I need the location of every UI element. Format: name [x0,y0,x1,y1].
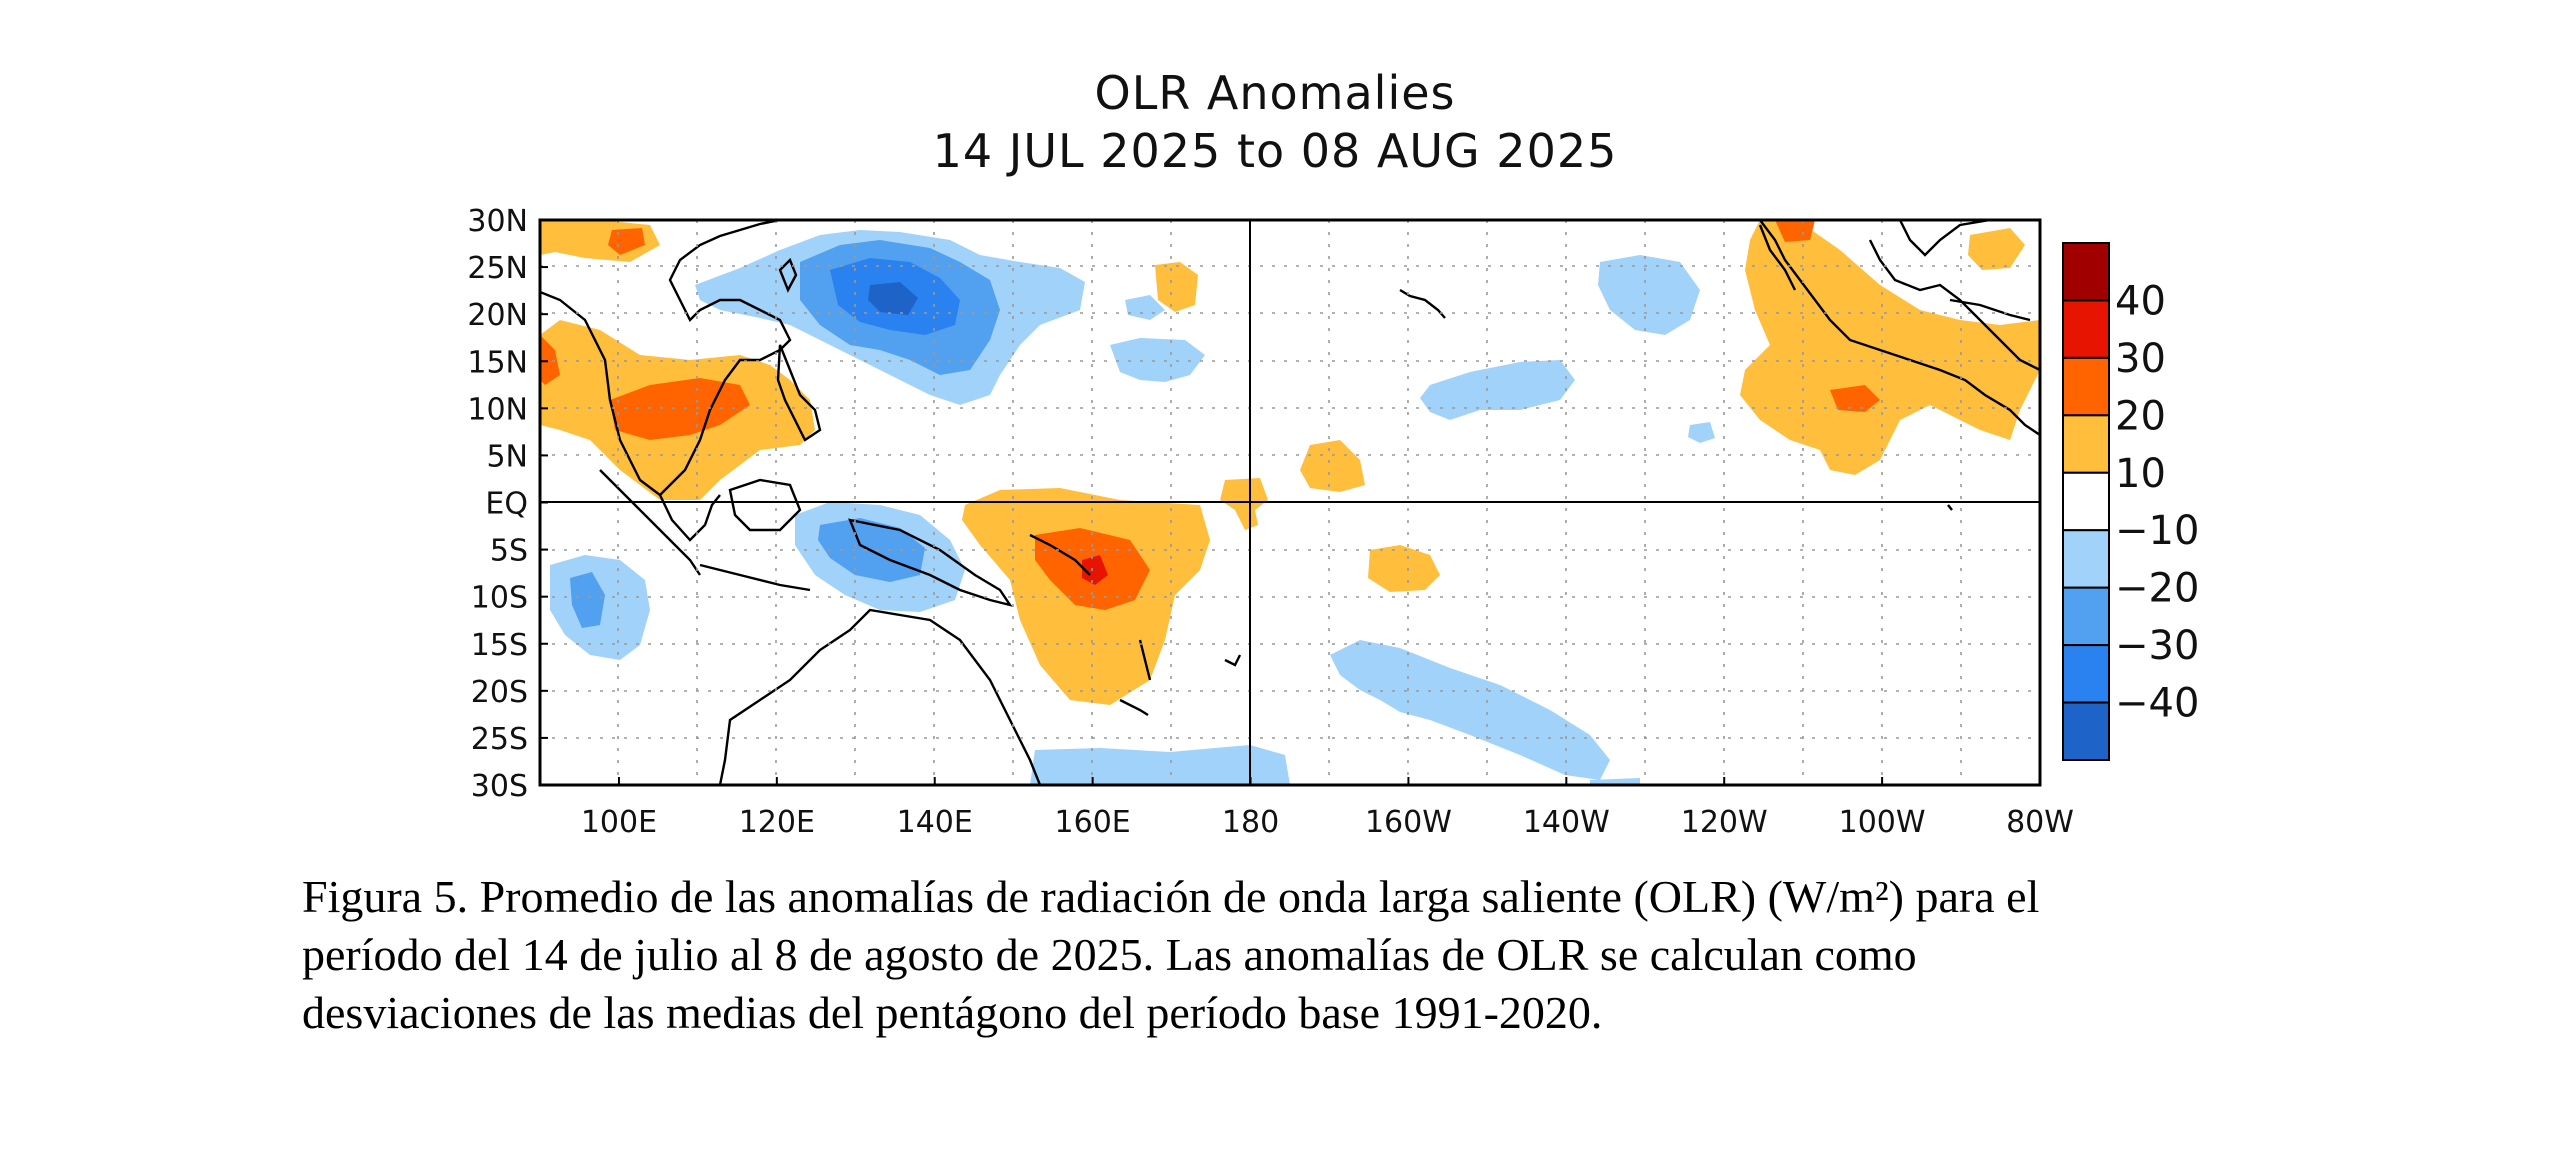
map-title-line1: OLR Anomalies [1094,66,1456,120]
colorbar-label: 10 [2115,451,2166,497]
coastline-java [699,563,811,592]
caption-line3: desviaciones de las medias del pentágono… [302,987,1603,1038]
neg-anomaly-central-north [1420,360,1575,420]
colorbar-label: −20 [2115,566,2199,612]
coastline-borneo [728,478,802,532]
lat-tick-label: 5S [490,534,528,569]
neg-anomaly-south-pacific [1330,640,1610,780]
latitude-labels: 30N 25N 20N 15N 10N 5N EQ 5S 10S 15S 20S 25S 30S [467,204,548,804]
neg-anomaly-135w-small [1688,422,1715,443]
colorbar-bin [2062,644,2110,704]
graticule [540,220,2040,785]
lat-tick-label: 30S [471,769,528,804]
colorbar-bin [2062,299,2110,359]
coastline-baja [1758,224,1797,291]
anomaly-fields [540,220,2040,785]
coastline-fiji [1224,654,1242,667]
coastline-philippines [776,344,822,442]
lon-tick-label: 80W [2006,805,2074,840]
colorbar-label: −10 [2115,508,2199,554]
lat-tick-label: 25N [467,251,528,286]
lat-tick-label: 10S [471,581,528,616]
neg-anomaly-south-edge-2 [1590,778,1640,785]
colorbar-bin [2062,242,2110,302]
lon-tick-label: 160W [1365,805,1452,840]
pos-anomaly-east-pacific-core [1830,385,1880,412]
neg-anomaly-indian-ocean-core [570,572,605,628]
lon-tick-label: 120W [1681,805,1768,840]
lon-tick-label: 140E [897,805,973,840]
coastline-galapagos [1947,504,1953,511]
colorbar-label: 40 [2115,278,2166,324]
colorbar: 40 30 20 10 −10 −20 −30 −40 [2062,242,2199,761]
coastline-florida [1898,220,1991,257]
coastline-australia [718,608,1042,785]
pos-anomaly-east-pacific [1740,220,2040,475]
colorbar-label: −40 [2115,681,2199,727]
neg-anomaly-west-pacific-center [868,282,918,315]
coastline-solomon [1029,533,1091,576]
neg-anomaly-150e-north [1110,338,1205,382]
colorbar-bin [2062,701,2110,761]
pos-anomaly-170w [1300,440,1365,492]
figure-caption: Figura 5. Promedio de las anomalías de r… [302,868,2302,1042]
lat-tick-label: 30N [467,204,528,239]
coastline-sumatra [599,469,701,576]
pos-anomaly-160e-center [1082,555,1108,585]
coastline-cuba [1949,298,2031,322]
coastline-vanuatu [1138,639,1152,681]
pos-anomaly-caribbean [1968,228,2025,270]
lat-tick-label: 20S [471,675,528,710]
lon-tick-label: 120E [739,805,815,840]
coastline-asia [540,220,792,497]
lon-tick-label: 160E [1055,805,1131,840]
colorbar-bin [2062,471,2110,532]
pos-anomaly-165w-south [1368,545,1440,592]
lat-tick-label: 25S [471,722,528,757]
colorbar-label: 30 [2115,336,2166,382]
colorbar-bin [2062,529,2110,589]
coastline-gulf-mexico [1868,239,2040,372]
lon-tick-label: 180 [1222,805,1279,840]
neg-anomaly-south-edge [1030,745,1290,785]
pos-anomaly-bay-bengal [540,335,560,385]
pos-anomaly-165e-small [1155,262,1198,312]
coastline-taiwan [778,257,798,293]
map-title: OLR Anomalies 14 JUL 2025 to 08 AUG 2025 [0,64,2550,180]
lat-tick-label: 5N [486,439,528,474]
colorbar-bin [2062,414,2110,474]
pos-anomaly-sea-core [610,378,750,440]
lat-tick-label: 15N [467,345,528,380]
colorbar-label: 20 [2115,393,2166,439]
colorbar-bin [2062,586,2110,647]
colorbar-label: −30 [2115,623,2199,669]
map-title-line2: 14 JUL 2025 to 08 AUG 2025 [932,124,1618,178]
lat-tick-label: 15S [471,628,528,663]
pos-anomaly-near-dateline [1220,478,1268,530]
neg-anomaly-125w [1598,255,1700,335]
lat-tick-label: 10N [467,392,528,427]
lon-tick-label: 140W [1523,805,1610,840]
lat-tick-label: 20N [467,298,528,333]
lon-tick-label: 100W [1839,805,1926,840]
longitude-labels: 100E 120E 140E 160E 180 160W 140W 120W 100W 80W [581,777,2074,840]
caption-line2: período del 14 de julio al 8 de agosto d… [302,929,1917,980]
lat-tick-label: EQ [485,487,528,522]
lon-tick-label: 100E [581,805,657,840]
coastline-newcal [1119,698,1149,717]
colorbar-bin [2062,356,2110,417]
caption-line1: Figura 5. Promedio de las anomalías de r… [302,871,2040,922]
pos-anomaly-mexico-north [1775,220,1815,242]
